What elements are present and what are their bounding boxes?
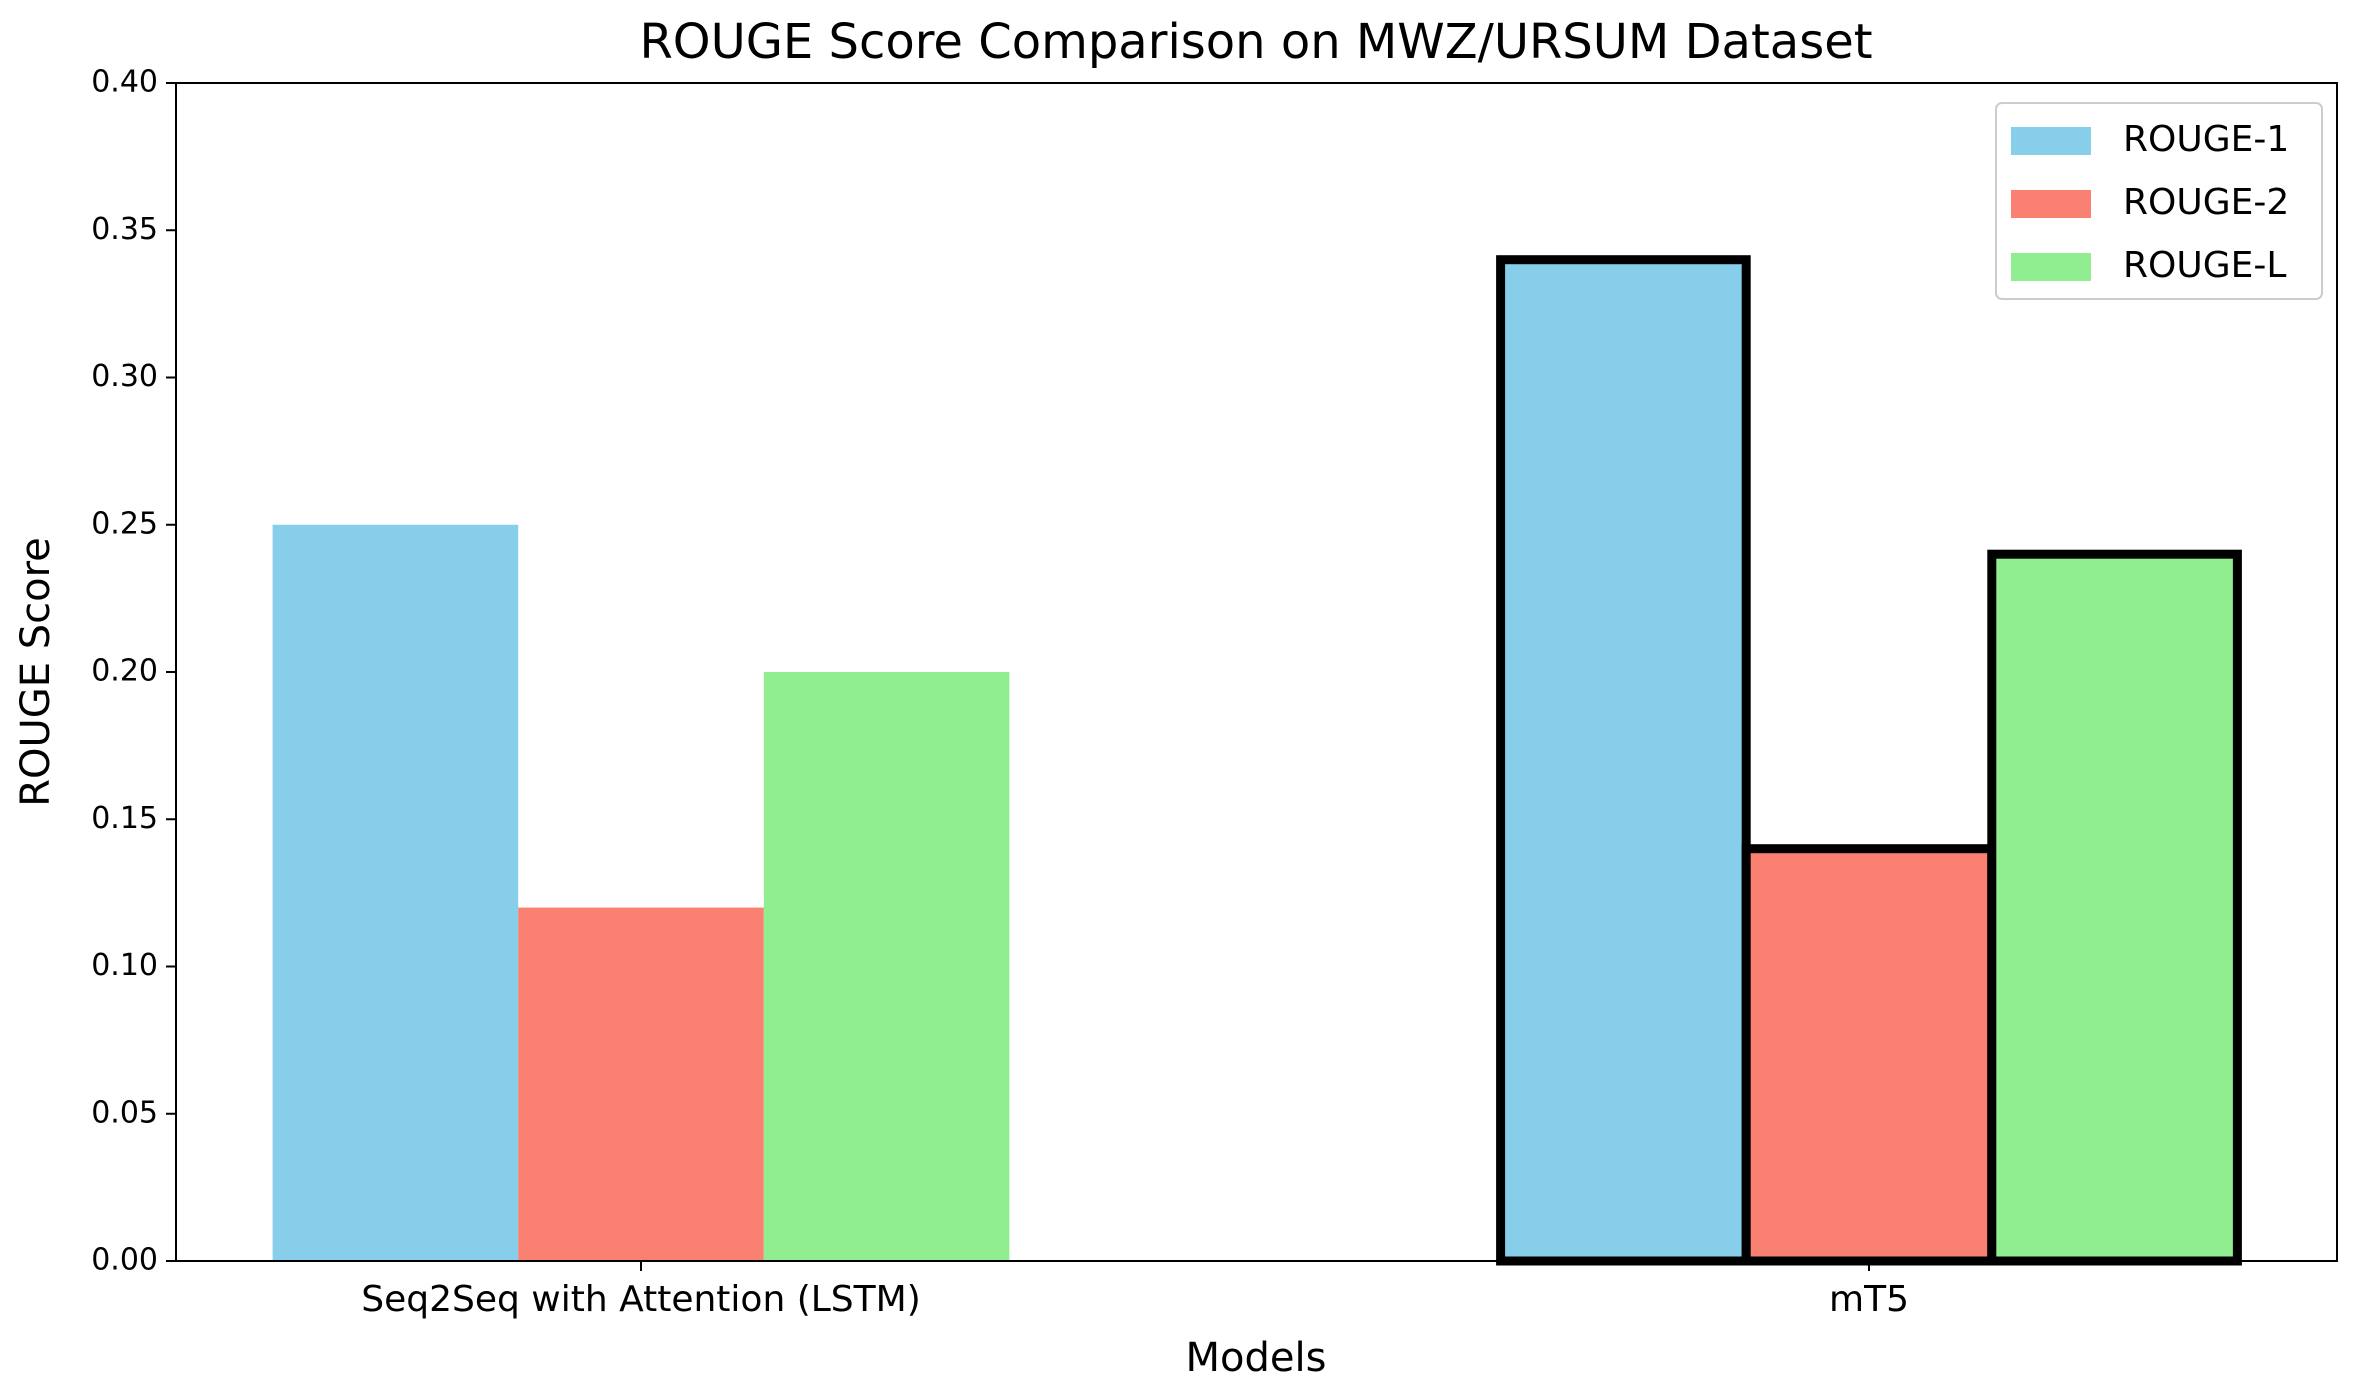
y-tick-label: 0.40	[91, 65, 158, 100]
bar	[1496, 255, 1751, 1266]
y-tick-label: 0.15	[91, 801, 158, 836]
y-tick-label: 0.20	[91, 654, 158, 689]
bar	[272, 524, 519, 1261]
y-tick-label: 0.05	[91, 1095, 158, 1130]
y-tick-label: 0.30	[91, 359, 158, 394]
y-tick-label: 0.10	[91, 948, 158, 983]
y-tick-label: 0.00	[91, 1243, 158, 1278]
legend-label: ROUGE-L	[2123, 245, 2286, 286]
y-tick-label: 0.35	[91, 212, 158, 247]
x-axis-label: Models	[1186, 1335, 1327, 1381]
bar	[1987, 549, 2242, 1266]
legend-swatch	[2011, 127, 2091, 155]
legend-label: ROUGE-2	[2123, 182, 2289, 223]
bar	[763, 672, 1010, 1261]
x-tick-label: Seq2Seq with Attention (LSTM)	[361, 1279, 921, 1320]
plot-frame	[175, 82, 2338, 1262]
chart-title: ROUGE Score Comparison on MWZ/URSUM Data…	[639, 14, 1872, 70]
bar	[1741, 844, 1997, 1266]
legend-swatch	[2011, 253, 2091, 281]
legend-swatch	[2011, 190, 2091, 218]
y-tick-label: 0.25	[91, 506, 158, 541]
x-tick-label: mT5	[1829, 1279, 1909, 1320]
legend-label: ROUGE-1	[2123, 119, 2289, 160]
bar	[518, 907, 764, 1261]
y-axis-label: ROUGE Score	[13, 537, 59, 807]
